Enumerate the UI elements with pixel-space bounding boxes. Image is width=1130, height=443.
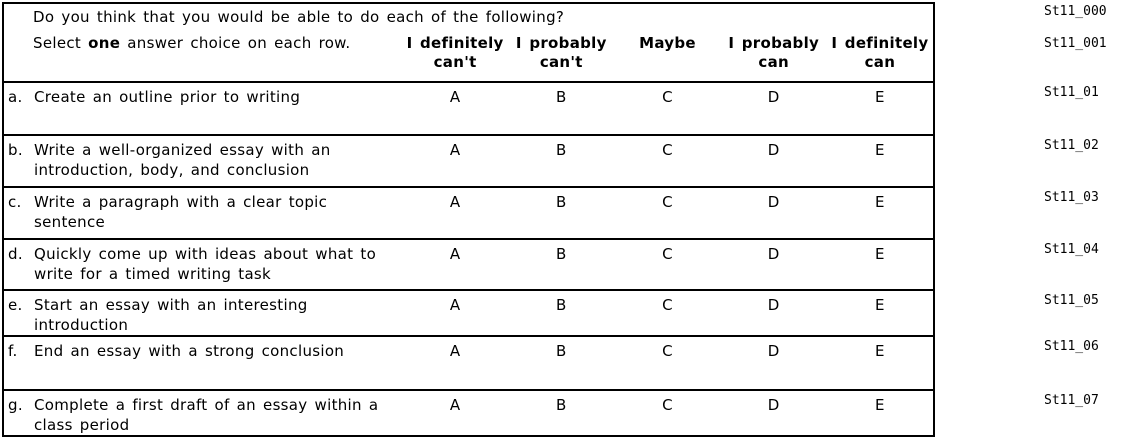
- table-row: c. Write a paragraph with a clear topic …: [2, 186, 1130, 238]
- table-row-cells: g. Complete a first draft of an essay wi…: [2, 389, 935, 437]
- column-header-line2: can: [864, 53, 896, 71]
- answer-option-d[interactable]: D: [767, 342, 780, 360]
- question-text: Do you think that you would be able to d…: [33, 8, 565, 26]
- answer-option-b[interactable]: B: [556, 193, 567, 211]
- instruction-variable-code: St11_001: [1044, 36, 1107, 51]
- row-variable-code: St11_02: [1044, 138, 1099, 153]
- table-row: g. Complete a first draft of an essay wi…: [2, 389, 1130, 437]
- answer-option-a[interactable]: A: [449, 193, 461, 211]
- instruction-bold-word: one: [88, 34, 121, 52]
- column-header-line1: I definitely: [831, 34, 929, 52]
- answer-option-c[interactable]: C: [662, 245, 673, 263]
- answer-option-b[interactable]: B: [556, 245, 567, 263]
- question-variable-code: St11_000: [1044, 4, 1107, 19]
- answer-option-d[interactable]: D: [767, 141, 780, 159]
- answer-option-b[interactable]: B: [556, 296, 567, 314]
- header-variable-codes: St11_000 St11_001: [1044, 2, 1107, 81]
- answer-option-a[interactable]: A: [449, 245, 461, 263]
- answer-option-e[interactable]: E: [875, 396, 885, 414]
- column-header-line2: can't: [433, 53, 477, 71]
- answer-option-c[interactable]: C: [662, 88, 673, 106]
- answer-option-c[interactable]: C: [662, 141, 673, 159]
- row-variable-code: St11_06: [1044, 339, 1099, 354]
- answer-option-c[interactable]: C: [662, 193, 673, 211]
- answer-option-a[interactable]: A: [449, 88, 461, 106]
- answer-option-c[interactable]: C: [662, 342, 673, 360]
- column-header-line1: I definitely: [406, 34, 504, 52]
- column-headers: I definitely can't I probably can't Mayb…: [402, 34, 933, 72]
- answer-option-a[interactable]: A: [449, 296, 461, 314]
- column-header-probably-can: I probably can: [721, 34, 827, 72]
- answer-option-b[interactable]: B: [556, 342, 567, 360]
- answer-option-b[interactable]: B: [556, 396, 567, 414]
- row-text: Quickly come up with ideas about what to…: [34, 245, 377, 283]
- table-row: f. End an essay with a strong conclusion…: [2, 335, 1130, 389]
- table-row-cells: e. Start an essay with an interesting in…: [2, 289, 935, 335]
- table-header: Do you think that you would be able to d…: [2, 2, 1130, 81]
- row-label: e.: [8, 296, 23, 314]
- row-label: b.: [8, 141, 23, 159]
- answer-option-d[interactable]: D: [767, 396, 780, 414]
- row-label: a.: [8, 88, 23, 106]
- table-row: b. Write a well-organized essay with an …: [2, 134, 1130, 186]
- table-row-cells: a. Create an outline prior to writing A …: [2, 81, 935, 134]
- column-header-line1: I probably: [515, 34, 607, 52]
- row-variable-code: St11_05: [1044, 293, 1099, 308]
- instruction-row: Select one answer choice on each row. I …: [4, 34, 933, 72]
- row-label: c.: [8, 193, 22, 211]
- row-variable-code: St11_04: [1044, 242, 1099, 257]
- instruction-text: Select one answer choice on each row.: [4, 34, 402, 72]
- answer-option-b[interactable]: B: [556, 141, 567, 159]
- answer-option-e[interactable]: E: [875, 296, 885, 314]
- row-label: g.: [8, 396, 23, 414]
- answer-option-d[interactable]: D: [767, 296, 780, 314]
- row-variable-code: St11_03: [1044, 190, 1099, 205]
- answer-option-d[interactable]: D: [767, 88, 780, 106]
- answer-option-c[interactable]: C: [662, 396, 673, 414]
- answer-option-a[interactable]: A: [449, 141, 461, 159]
- row-variable-code: St11_01: [1044, 85, 1099, 100]
- row-text: Complete a first draft of an essay withi…: [34, 396, 379, 434]
- row-label: d.: [8, 245, 23, 263]
- answer-option-a[interactable]: A: [449, 396, 461, 414]
- column-header-maybe: Maybe: [614, 34, 720, 72]
- column-header-line2: can't: [539, 53, 583, 71]
- table-row-cells: d. Quickly come up with ideas about what…: [2, 238, 935, 289]
- table-row: a. Create an outline prior to writing A …: [2, 81, 1130, 134]
- answer-option-e[interactable]: E: [875, 193, 885, 211]
- row-variable-code: St11_07: [1044, 393, 1099, 408]
- table-row: d. Quickly come up with ideas about what…: [2, 238, 1130, 289]
- table-row-cells: b. Write a well-organized essay with an …: [2, 134, 935, 186]
- table-body: a. Create an outline prior to writing A …: [2, 81, 1130, 437]
- answer-option-e[interactable]: E: [875, 245, 885, 263]
- row-text: Write a well-organized essay with an int…: [34, 141, 331, 179]
- row-text: Start an essay with an interesting intro…: [34, 296, 308, 334]
- answer-option-c[interactable]: C: [662, 296, 673, 314]
- instruction-suffix: answer choice on each row.: [120, 34, 351, 52]
- column-header-line2: can: [758, 53, 789, 71]
- column-header-line1: Maybe: [639, 34, 696, 52]
- answer-option-b[interactable]: B: [556, 88, 567, 106]
- answer-option-e[interactable]: E: [875, 88, 885, 106]
- row-text: End an essay with a strong conclusion: [34, 342, 345, 360]
- row-text: Create an outline prior to writing: [34, 88, 301, 106]
- answer-option-e[interactable]: E: [875, 342, 885, 360]
- table-row: e. Start an essay with an interesting in…: [2, 289, 1130, 335]
- column-header-probably-cant: I probably can't: [508, 34, 614, 72]
- row-label: f.: [8, 342, 18, 360]
- column-header-definitely-can: I definitely can: [827, 34, 933, 72]
- column-header-definitely-cant: I definitely can't: [402, 34, 508, 72]
- answer-option-d[interactable]: D: [767, 245, 780, 263]
- column-header-line1: I probably: [728, 34, 820, 52]
- table-row-cells: f. End an essay with a strong conclusion…: [2, 335, 935, 389]
- answer-option-d[interactable]: D: [767, 193, 780, 211]
- answer-option-e[interactable]: E: [875, 141, 885, 159]
- answer-option-a[interactable]: A: [449, 342, 461, 360]
- table-header-cell: Do you think that you would be able to d…: [2, 2, 935, 81]
- table-row-cells: c. Write a paragraph with a clear topic …: [2, 186, 935, 238]
- row-text: Write a paragraph with a clear topic sen…: [34, 193, 328, 231]
- instruction-prefix: Select: [33, 34, 89, 52]
